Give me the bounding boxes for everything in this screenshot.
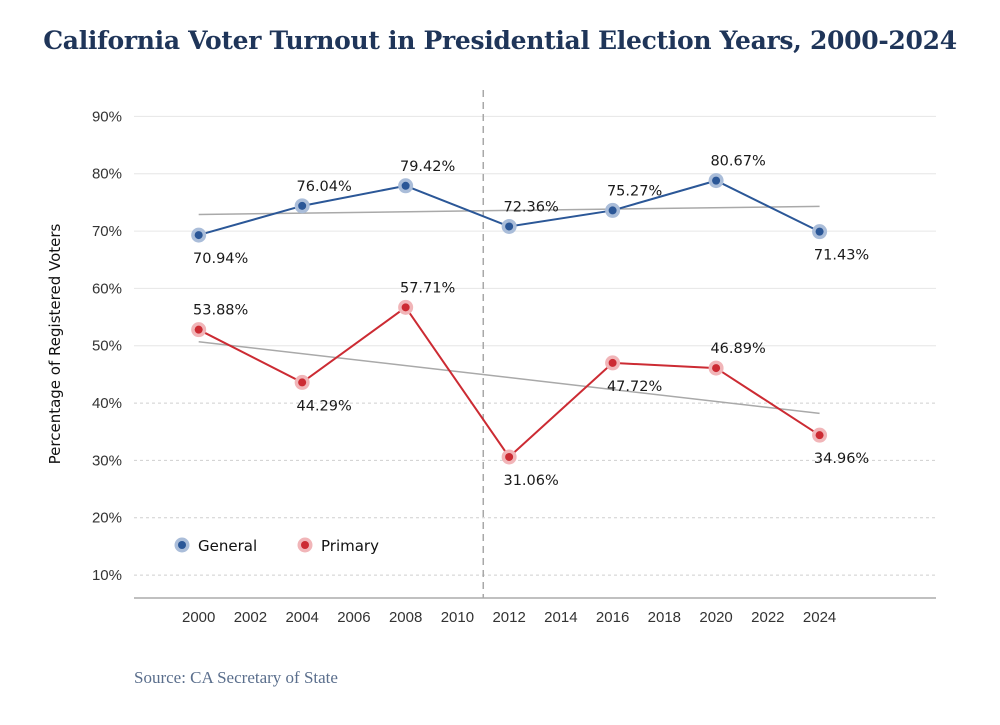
x-tick-label: 2016 [596,609,629,626]
data-point [608,206,617,215]
y-tick-label: 90% [92,108,122,125]
legend-marker-primary [301,541,309,549]
data-point [712,364,721,373]
x-tick-label: 2024 [803,609,836,626]
y-axis-ticks: 10% 20% 30% 40% 50% 60% 70% 80% 90% [92,108,122,584]
x-tick-label: 2022 [751,609,784,626]
legend-label-primary: Primary [321,537,379,555]
x-tick-label: 2014 [544,609,577,626]
y-tick-label: 70% [92,223,122,240]
data-point [712,176,721,185]
data-point [401,181,410,190]
data-point [505,222,514,231]
x-tick-label: 2008 [389,609,422,626]
data-point [815,227,824,236]
data-label: 34.96% [814,451,869,467]
grid-lines [134,115,936,576]
y-tick-label: 40% [92,395,122,412]
y-tick-label: 60% [92,280,122,297]
data-label: 53.88% [193,303,248,319]
series-line-primary [198,305,821,459]
data-label: 46.89% [710,341,765,357]
data-series [191,173,828,465]
data-point [815,431,824,440]
x-tick-label: 2002 [234,609,267,626]
data-label: 71.43% [814,248,869,264]
x-tick-label: 2012 [492,609,525,626]
y-tick-label: 20% [92,510,122,527]
data-label: 70.94% [193,251,248,267]
x-tick-label: 2010 [441,609,474,626]
data-label: 72.36% [503,199,558,215]
data-point [298,378,307,387]
data-labels: 70.94% 76.04% 79.42% 72.36% 75.27% 80.67% 71.4… [193,154,869,489]
data-point [608,358,617,367]
data-label: 31.06% [503,473,558,489]
x-tick-label: 2020 [699,609,732,626]
data-point [194,231,203,240]
source-note: Source: CA Secretary of State [134,668,338,687]
chart-title: California Voter Turnout in Presidential… [43,26,957,55]
y-tick-label: 50% [92,338,122,355]
trend-line-primary [198,340,820,415]
x-tick-label: 2018 [648,609,681,626]
data-point [298,201,307,210]
data-label: 80.67% [710,154,765,170]
data-label: 44.29% [297,398,352,414]
y-tick-label: 10% [92,567,122,584]
x-axis-ticks: 2000 2002 2004 2006 2008 2010 2012 2014 2016 2018… [182,609,836,626]
data-label: 75.27% [607,183,662,199]
data-label: 76.04% [297,179,352,195]
x-tick-label: 2004 [285,609,318,626]
x-tick-label: 2000 [182,609,215,626]
legend-label-general: General [198,537,257,555]
trend-lines [198,205,820,415]
y-tick-label: 80% [92,166,122,183]
data-label: 57.71% [400,280,455,296]
y-tick-label: 30% [92,452,122,469]
data-label: 47.72% [607,379,662,395]
data-point [194,325,203,334]
data-label: 79.42% [400,159,455,175]
y-axis-label: Percentage of Registered Voters [46,223,64,464]
legend: General Primary [174,537,379,555]
data-point [505,452,514,461]
data-point [401,303,410,312]
legend-marker-general [178,541,186,549]
x-tick-label: 2006 [337,609,370,626]
